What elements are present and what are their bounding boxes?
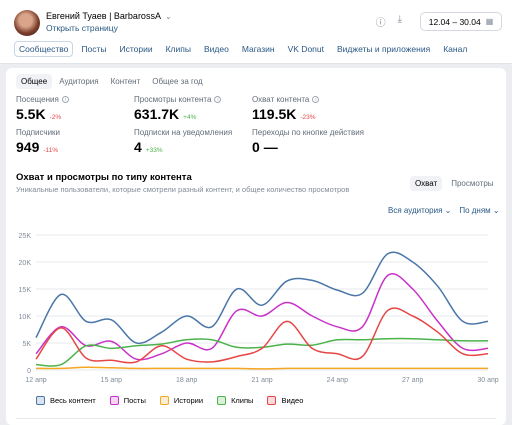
legend-label: Видео <box>281 396 304 405</box>
tab-7[interactable]: Виджеты и приложения <box>337 44 431 54</box>
metric-2: Охват контента i 119.5K -23% <box>252 95 320 122</box>
series-line-4 <box>35 307 489 364</box>
x-tick-label: 30 апр <box>477 377 498 384</box>
tab-5[interactable]: Магазин <box>241 44 275 54</box>
checkbox-icon[interactable] <box>267 396 277 405</box>
series-line-2 <box>35 366 488 370</box>
y-tick-label: 25K <box>19 233 32 240</box>
series-line-1 <box>35 273 489 361</box>
metric-label: Подписчики <box>16 128 61 137</box>
metric-change: -11% <box>43 147 59 154</box>
tab-0[interactable]: Сообщество <box>14 41 74 57</box>
legend-item-2[interactable]: Истории <box>159 396 204 405</box>
info-icon[interactable]: i <box>312 96 320 103</box>
legend-item-0[interactable]: Весь контент <box>36 396 96 405</box>
metric-value: 631.7K <box>134 106 180 122</box>
chart-section-subtitle: Уникальные пользователи, которые смотрел… <box>16 185 350 194</box>
metric-5: Переходы по кнопке действия 0— <box>252 128 364 155</box>
stats-card: Общее Аудитория Контент Общее за год Посеще… <box>6 68 506 425</box>
checkbox-icon[interactable] <box>36 396 45 405</box>
y-tick-label: 10K <box>19 314 32 321</box>
metric-change: -23% <box>300 114 316 121</box>
checkbox-icon[interactable] <box>159 396 169 405</box>
reach-line-chart: 0 5K 10K 15K 20K 25K 12 апр 15 апр 18 апр 21 апр 2… <box>19 233 499 384</box>
legend-item-3[interactable]: Клипы <box>217 396 253 405</box>
legend-item-4[interactable]: Видео <box>267 396 303 405</box>
metric-4: Подписки на уведомления 4 +33% <box>134 128 232 155</box>
metric-value: 949 <box>16 139 40 155</box>
metric-label: Подписки на уведомления <box>134 128 233 137</box>
calendar-icon: ▦ <box>485 17 494 26</box>
x-tick-label: 24 апр <box>327 377 348 384</box>
metric-value: 5.5K <box>16 106 46 122</box>
y-tick-label: 15K <box>19 287 32 294</box>
tab-6[interactable]: VK Donut <box>287 44 324 54</box>
legend-label: Истории <box>173 396 204 405</box>
stats-subtabs: Общее Аудитория Контент Общее за год <box>16 74 208 89</box>
subtab-0[interactable]: Общее <box>16 74 53 89</box>
series-line-3 <box>35 337 489 367</box>
x-tick-label: 27 апр <box>402 377 423 384</box>
open-page-link[interactable]: Открыть страницу <box>46 23 118 33</box>
x-tick-label: 18 апр <box>176 377 197 384</box>
tab-8[interactable]: Канал <box>443 44 468 54</box>
metric-0: Посещения i 5.5K -2% <box>16 95 69 122</box>
chevron-down-icon: ⌄ <box>164 11 172 21</box>
tab-3[interactable]: Клипы <box>165 44 191 54</box>
metric-change: -2% <box>49 114 62 121</box>
subtab-1[interactable]: Аудитория <box>59 77 99 86</box>
toggle-1[interactable]: Просмотры <box>451 179 494 188</box>
metric-value: 4 <box>134 139 142 155</box>
metric-change: +4% <box>183 114 197 121</box>
period-filter[interactable]: По дням ⌄ <box>459 206 500 215</box>
x-tick-label: 12 апр <box>25 377 46 384</box>
divider <box>16 418 496 419</box>
community-title-row[interactable]: Евгений Туаев | BarbarossA ⌄ <box>46 11 172 21</box>
info-icon[interactable]: i <box>61 96 69 103</box>
tab-2[interactable]: Истории <box>119 44 153 54</box>
chart-section-title: Охват и просмотры по типу контента <box>16 172 192 183</box>
chart-legend: Весь контент Посты Истории Клипы Видео <box>36 396 303 405</box>
y-tick-label: 20K <box>19 260 32 267</box>
community-header: Евгений Туаев | BarbarossA ⌄ Открыть стр… <box>0 0 512 64</box>
toggle-0[interactable]: Охват <box>410 176 443 191</box>
metric-change: +33% <box>145 147 163 154</box>
legend-item-1[interactable]: Посты <box>109 396 146 405</box>
metric-change: — <box>263 139 278 155</box>
subtab-3[interactable]: Общее за год <box>152 77 203 86</box>
audience-filter[interactable]: Вся аудитория ⌄ <box>388 206 452 215</box>
subtab-2[interactable]: Контент <box>110 77 141 86</box>
metric-label: Посещения <box>16 95 59 104</box>
metric-1: Просмотры контента i 631.7K +4% <box>134 95 222 122</box>
legend-label: Клипы <box>231 396 254 405</box>
community-title: Евгений Туаев | BarbarossA <box>46 11 161 21</box>
y-tick-label: 0 <box>27 368 31 375</box>
metric-value: 0 <box>252 139 260 155</box>
date-range-picker[interactable]: 12.04 – 30.04 ▦ <box>420 12 502 31</box>
metric-label: Переходы по кнопке действия <box>252 128 365 137</box>
y-tick-label: 5K <box>22 341 31 348</box>
metric-3: Подписчики 949 -11% <box>16 128 60 155</box>
reach-views-toggle: Охват Просмотры <box>410 176 499 191</box>
x-tick-label: 15 апр <box>101 377 122 384</box>
checkbox-icon[interactable] <box>109 396 119 405</box>
metric-value: 119.5K <box>252 106 297 122</box>
metric-label: Просмотры контента <box>134 95 212 104</box>
tab-1[interactable]: Посты <box>81 44 107 54</box>
metric-label: Охват контента <box>252 95 310 104</box>
avatar[interactable] <box>14 10 40 36</box>
download-icon[interactable]: ⤓ <box>397 14 402 25</box>
help-icon[interactable]: ⓘ <box>375 18 386 29</box>
info-icon[interactable]: i <box>214 96 222 103</box>
checkbox-icon[interactable] <box>217 396 227 405</box>
x-tick-label: 21 апр <box>251 377 272 384</box>
legend-label: Посты <box>123 396 146 405</box>
section-nav: Сообщество Посты Истории Клипы Видео Магазин V… <box>14 41 475 57</box>
tab-4[interactable]: Видео <box>203 44 229 54</box>
legend-label: Весь контент <box>50 396 96 405</box>
date-range-value: 12.04 – 30.04 <box>428 16 481 27</box>
series-line-0 <box>35 251 489 345</box>
